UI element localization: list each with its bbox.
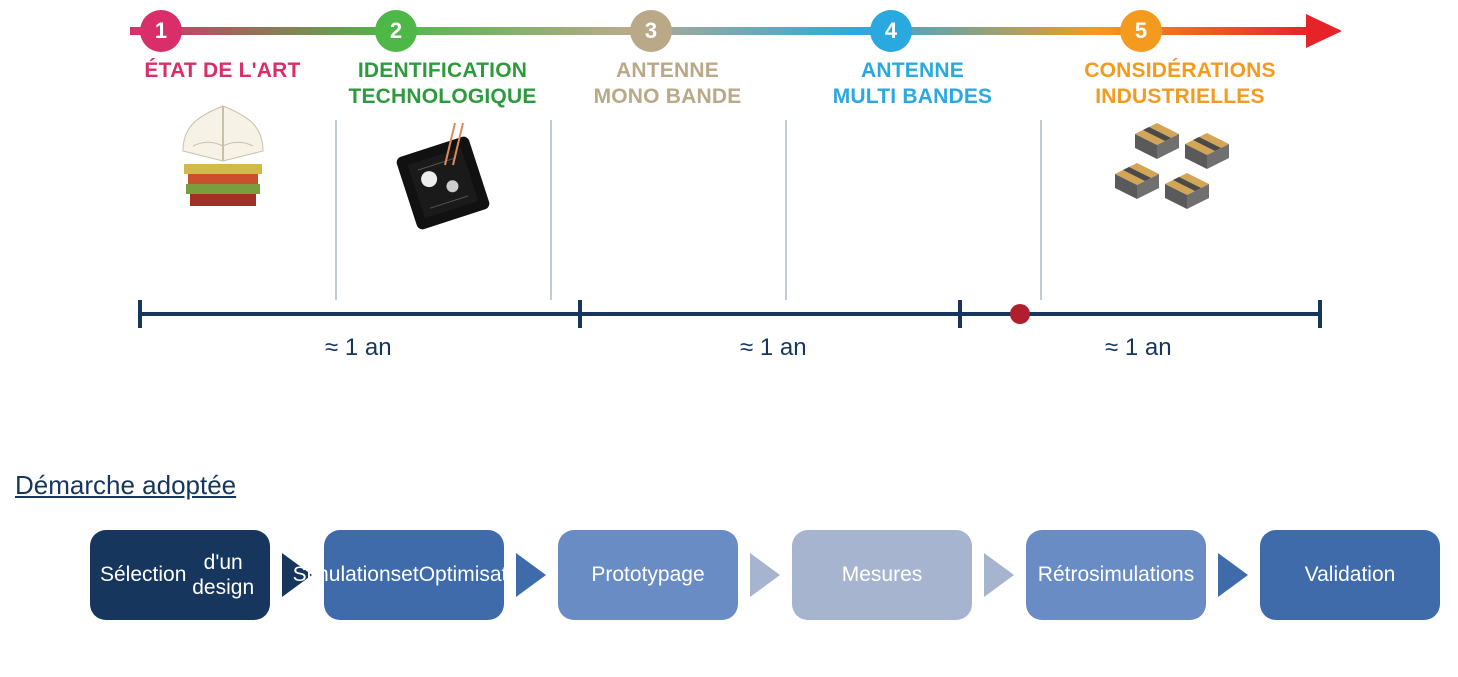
phase-3: ANTENNEMONO BANDE <box>550 58 785 111</box>
duration-line <box>140 312 1320 316</box>
phase-title: CONSIDÉRATIONSINDUSTRIELLES <box>1040 58 1320 111</box>
phase-5: CONSIDÉRATIONSINDUSTRIELLES <box>1040 58 1320 233</box>
duration-label: ≈ 1 an <box>740 334 807 362</box>
phase-divider <box>785 120 787 300</box>
duration-tick <box>958 300 962 328</box>
process-box-3: Prototypage <box>558 530 738 620</box>
step-circle-5: 5 <box>1120 10 1162 52</box>
step-circle-3: 3 <box>630 10 672 52</box>
phase-columns: ÉTAT DE L'ART IDENTIFICATIONTECHNOLOGIQU… <box>110 58 1350 278</box>
chip-icon <box>335 123 550 243</box>
process-box-1: Sélectiond'un design <box>90 530 270 620</box>
process-box-2: SimulationsetOptimisation <box>324 530 504 620</box>
duration-tick <box>578 300 582 328</box>
step-circle-4: 4 <box>870 10 912 52</box>
process-box-4: Mesures <box>792 530 972 620</box>
process-flow: Sélectiond'un design SimulationsetOptimis… <box>90 530 1440 620</box>
phase-divider <box>335 120 337 300</box>
duration-label: ≈ 1 an <box>1105 334 1172 362</box>
books-icon <box>110 96 335 216</box>
phase-divider <box>1040 120 1042 300</box>
duration-label: ≈ 1 an <box>325 334 392 362</box>
step-circle-1: 1 <box>140 10 182 52</box>
process-arrow-icon <box>750 553 780 597</box>
phase-2: IDENTIFICATIONTECHNOLOGIQUE <box>335 58 550 243</box>
process-arrow-icon <box>984 553 1014 597</box>
process-arrow-icon <box>516 553 546 597</box>
process-arrow-icon <box>1218 553 1248 597</box>
phase-1: ÉTAT DE L'ART <box>110 58 335 216</box>
phase-title: ANTENNEMONO BANDE <box>550 58 785 111</box>
current-position-dot <box>1010 304 1030 324</box>
phase-title: ANTENNEMULTI BANDES <box>785 58 1040 111</box>
duration-tick <box>138 300 142 328</box>
process-box-5: Rétrosimulations <box>1026 530 1206 620</box>
step-circle-2: 2 <box>375 10 417 52</box>
roadmap-section: 1 2 3 4 5 ÉTAT DE L'ART IDENTIFICATIONTECHNO… <box>110 10 1350 278</box>
packages-icon <box>1040 123 1320 233</box>
phase-title: ÉTAT DE L'ART <box>110 58 335 84</box>
phase-4: ANTENNEMULTI BANDES <box>785 58 1040 111</box>
section-title-demarche: Démarche adoptée <box>15 470 236 501</box>
duration-timeline: ≈ 1 an ≈ 1 an ≈ 1 an <box>140 300 1320 360</box>
phase-divider <box>550 120 552 300</box>
duration-tick <box>1318 300 1322 328</box>
roadmap-arrow: 1 2 3 4 5 <box>110 10 1350 52</box>
arrow-head-icon <box>1306 14 1342 48</box>
process-box-6: Validation <box>1260 530 1440 620</box>
phase-title: IDENTIFICATIONTECHNOLOGIQUE <box>335 58 550 111</box>
